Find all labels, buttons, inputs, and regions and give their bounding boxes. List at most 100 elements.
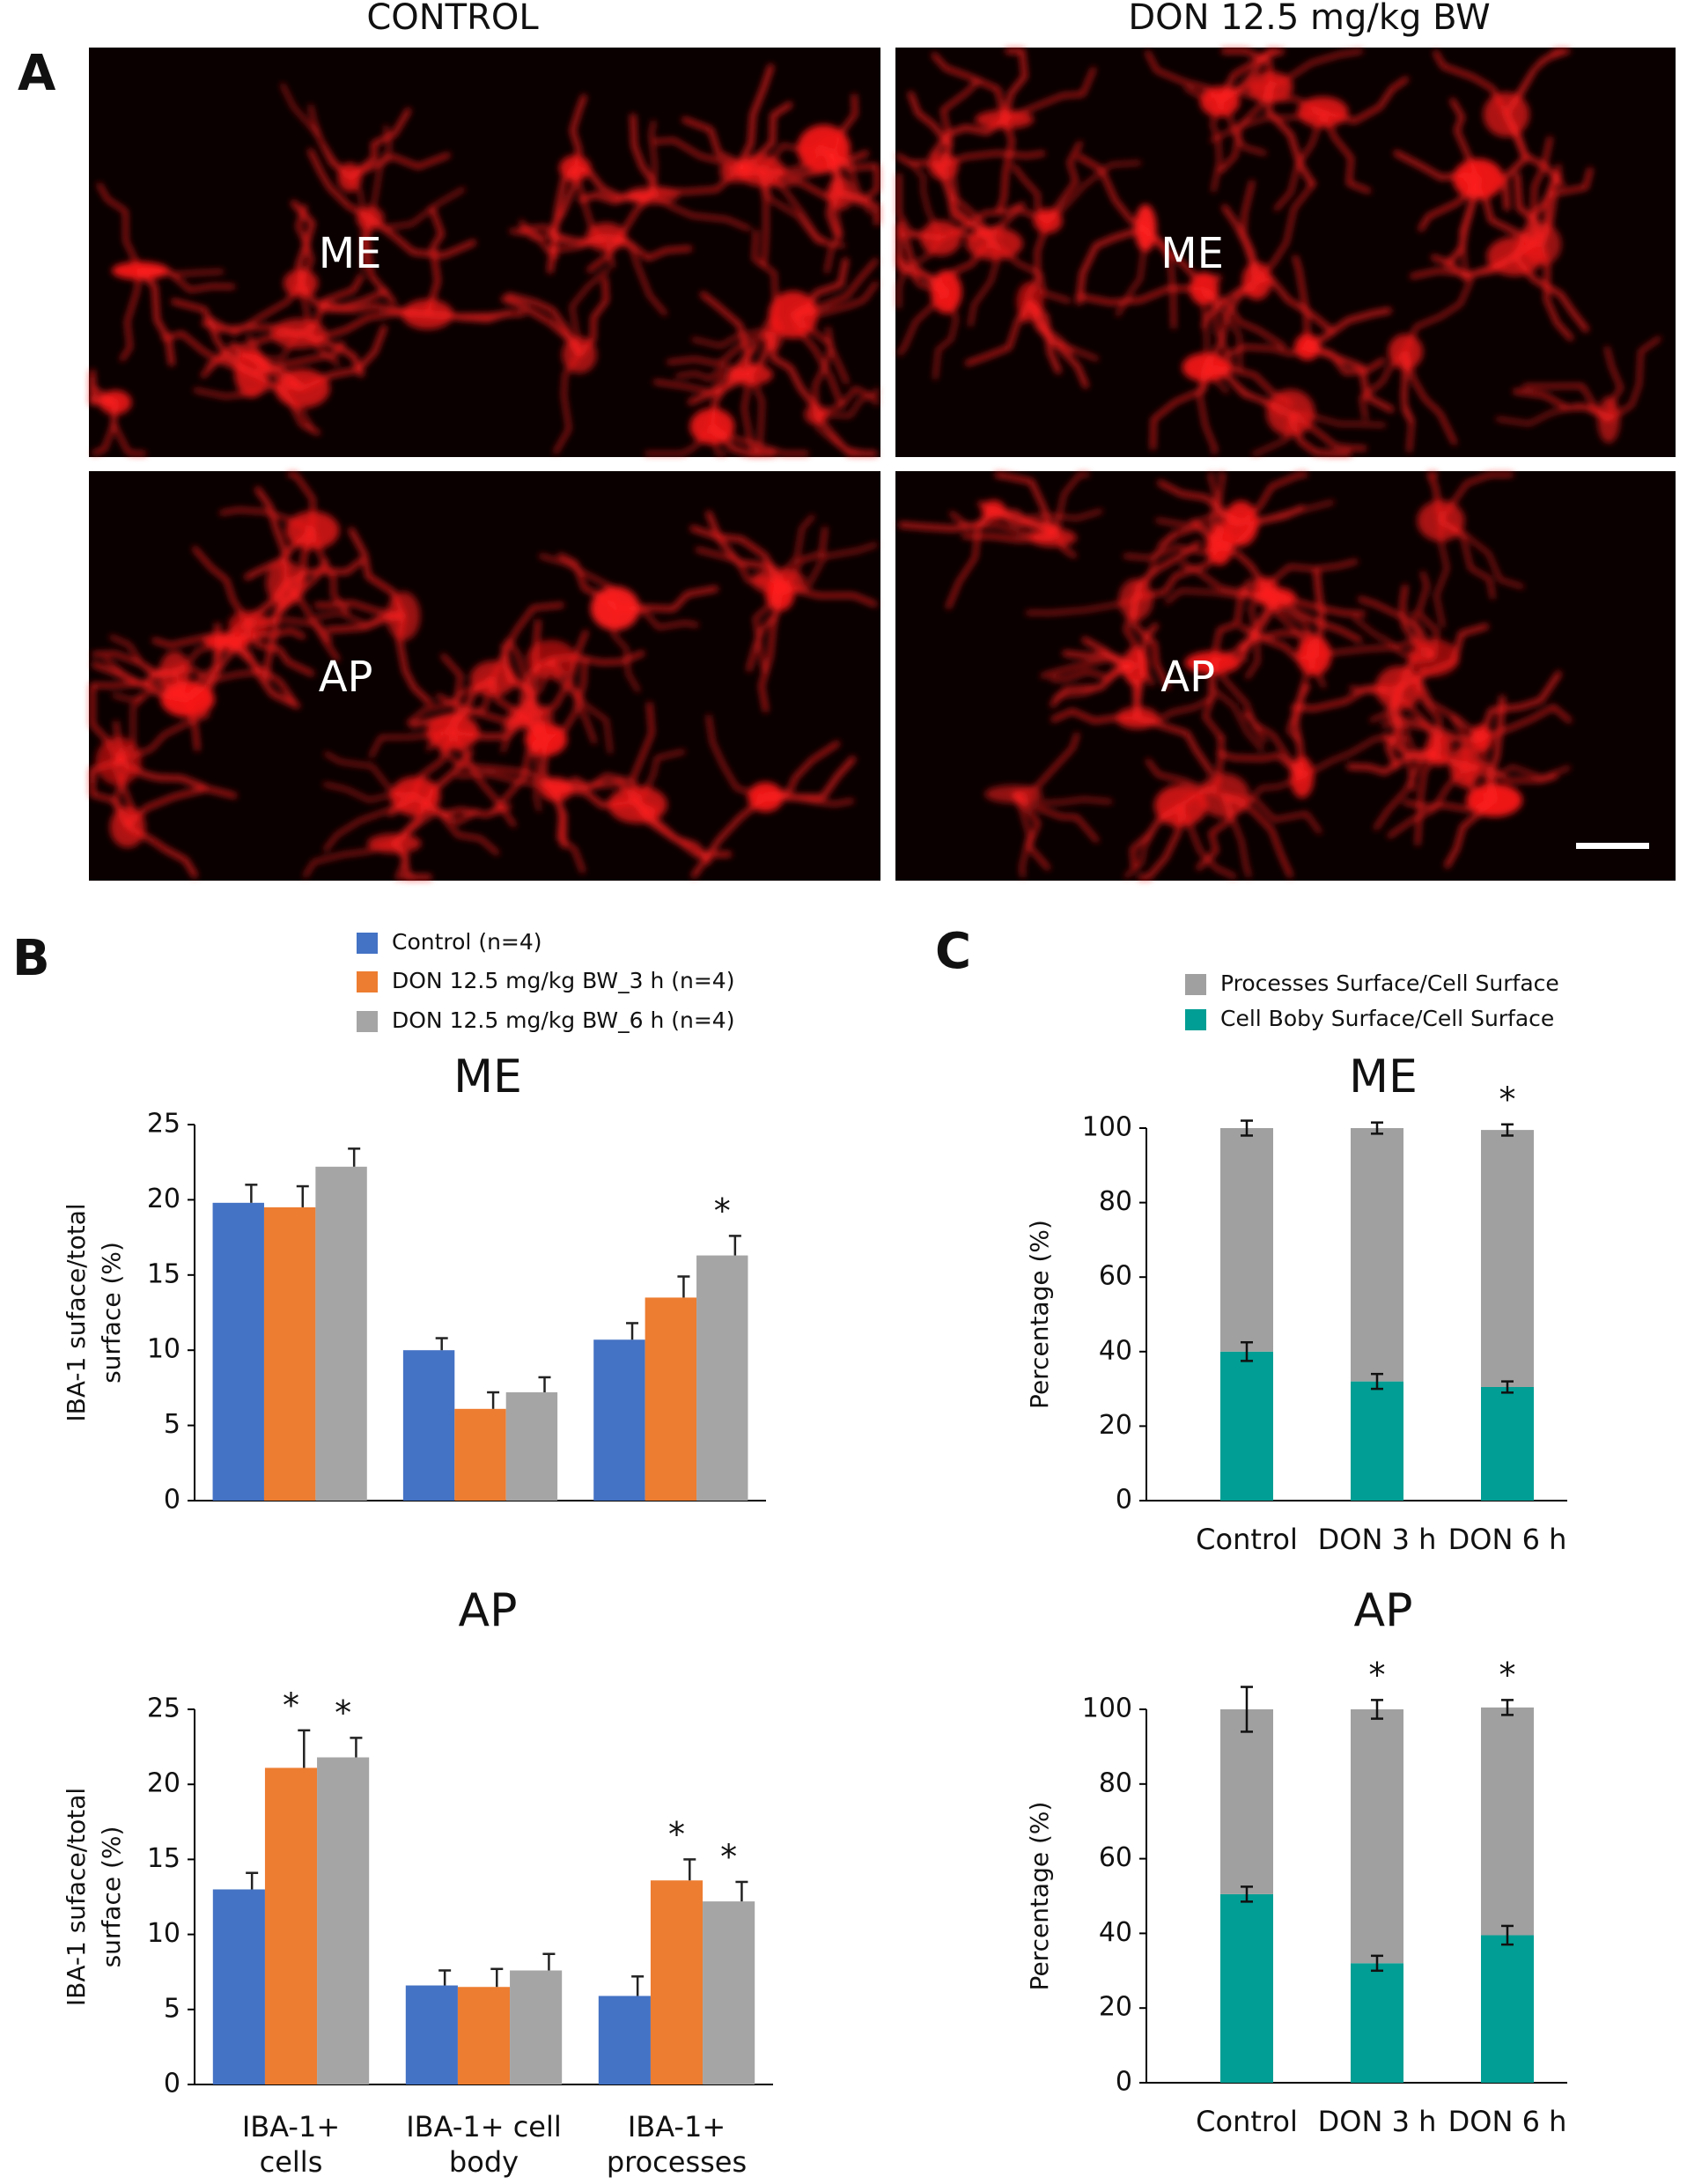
error-bar — [1241, 1119, 1253, 1137]
y-tick-label: 5 — [164, 1409, 180, 1440]
cell-process — [815, 387, 879, 417]
cell-process — [1416, 571, 1440, 659]
cell-process — [1211, 100, 1222, 193]
cell-process — [605, 234, 692, 262]
cell-process — [1306, 307, 1392, 350]
error-bar — [1241, 1885, 1253, 1903]
cell-process — [225, 638, 301, 709]
cell-process — [822, 146, 880, 180]
cell-process — [1062, 650, 1138, 668]
region-label: ME — [1160, 229, 1224, 278]
legend-swatch — [1185, 974, 1206, 995]
cell-process — [1321, 111, 1372, 194]
cell-process — [280, 83, 351, 179]
panel-label: A — [18, 45, 56, 102]
cell-process — [1054, 664, 1137, 698]
cell-process — [1384, 717, 1482, 743]
cell-process — [964, 299, 1033, 366]
chart: ME IBA-1 suface/total surface (%) 0 5 10 15 20 2… — [62, 929, 766, 1516]
cell-process — [711, 424, 809, 455]
cell-process — [319, 304, 428, 317]
cell-process — [1322, 76, 1410, 124]
cell-process — [509, 228, 608, 254]
cell-process — [225, 639, 296, 704]
bar — [454, 1408, 506, 1501]
y-tick-label: 0 — [1116, 1485, 1132, 1516]
cell-process — [553, 353, 581, 454]
cell-process — [1145, 50, 1222, 103]
cell-process — [1480, 705, 1573, 741]
cell-process — [778, 527, 828, 595]
significance-mark: * — [720, 1837, 737, 1876]
micrograph: AP — [895, 471, 1676, 881]
cell-process — [1402, 351, 1414, 453]
column-title: DON 12.5 mg/kg BW — [1128, 0, 1490, 38]
cell-process — [1157, 479, 1242, 526]
bar — [703, 1901, 755, 2084]
cell-process — [427, 310, 512, 322]
y-tick-label: 20 — [1099, 1410, 1132, 1441]
cell-process — [549, 659, 597, 744]
cell-process — [1300, 736, 1408, 778]
cell-process — [505, 638, 534, 718]
x-tick-label: Control — [1196, 1523, 1298, 1556]
cell-process — [1203, 662, 1225, 742]
cell-process — [318, 311, 428, 341]
cell-process — [645, 425, 714, 455]
error-bar — [1501, 1924, 1514, 1946]
cell-process — [284, 582, 341, 662]
error-bar — [348, 1147, 361, 1167]
error-bar — [1241, 1340, 1253, 1362]
bar — [650, 1880, 704, 2084]
chart-title: ME — [453, 1051, 522, 1103]
cell-process — [573, 167, 615, 269]
y-tick-label: 100 — [1082, 1693, 1132, 1724]
cell-process — [1028, 300, 1089, 389]
cell-process — [1208, 473, 1221, 547]
error-bar — [1371, 1121, 1383, 1135]
cell-process — [126, 786, 238, 829]
error-bar — [296, 1184, 309, 1207]
cell-process — [1224, 793, 1322, 835]
scale-bar — [1576, 843, 1649, 849]
cell-process — [1165, 588, 1277, 605]
cell-process — [1405, 668, 1483, 741]
cell-process — [1444, 178, 1481, 269]
cell-process — [140, 269, 224, 277]
bar-segment — [1481, 1935, 1534, 2083]
cell-process — [752, 229, 777, 335]
cell-process — [1444, 798, 1496, 869]
cell-process — [1352, 616, 1433, 660]
legend-swatch — [1185, 1009, 1206, 1030]
cell-process — [896, 173, 941, 240]
cell-process — [1138, 805, 1183, 880]
cell-process — [1226, 775, 1303, 819]
cell-process — [364, 218, 397, 306]
cell-process — [161, 331, 253, 375]
cell-process — [1252, 412, 1293, 455]
cell-process — [1146, 758, 1226, 798]
x-tick-label: DON 3 h — [1318, 1523, 1437, 1556]
cell-process — [308, 104, 351, 179]
cell-process — [414, 794, 512, 817]
cell-process — [113, 746, 135, 828]
cell-process — [705, 510, 783, 595]
error-bar — [1501, 1699, 1514, 1716]
cell-process — [1256, 181, 1316, 283]
cell-process — [1013, 792, 1100, 844]
cell-process — [1051, 473, 1090, 539]
bar — [505, 1392, 558, 1501]
cell-process — [1179, 805, 1237, 879]
cell-process — [171, 299, 254, 375]
cell-process — [813, 327, 833, 415]
y-tick-label: 80 — [1099, 1767, 1132, 1798]
y-tick-label: 25 — [147, 1693, 180, 1724]
cell-process — [1205, 365, 1294, 406]
cell-process — [369, 730, 453, 758]
cell-process — [1462, 175, 1543, 247]
cell-process — [675, 364, 751, 381]
column-title: CONTROL — [366, 0, 539, 38]
cell-process — [326, 613, 404, 632]
cell-process — [1495, 403, 1610, 425]
